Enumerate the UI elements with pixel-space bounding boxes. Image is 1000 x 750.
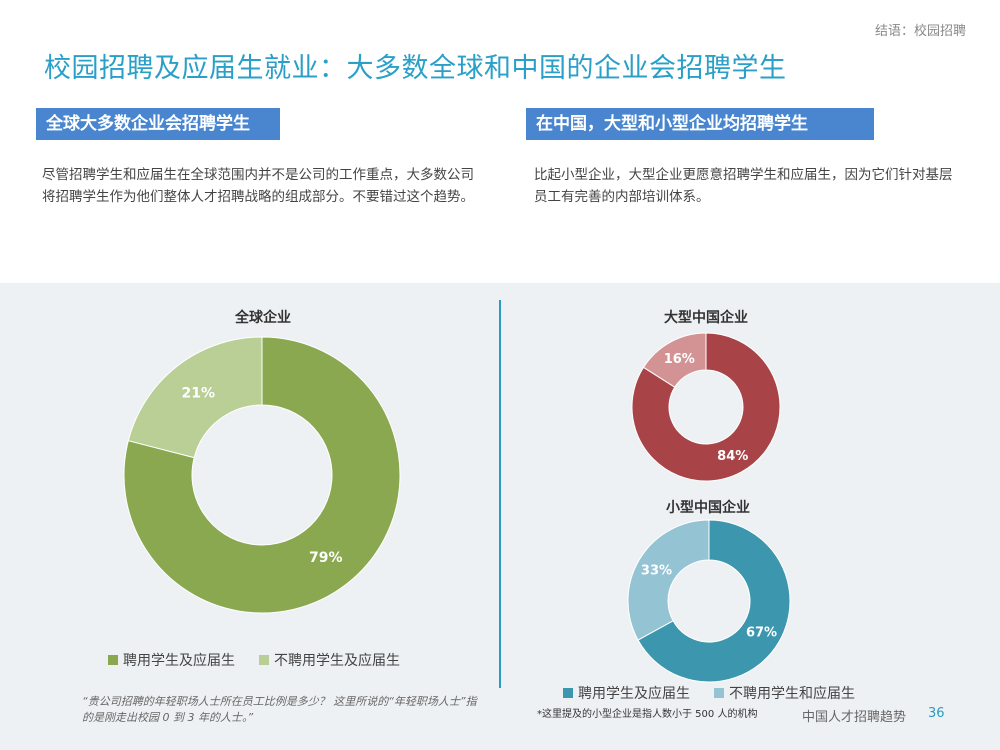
donut-slice-1-0 (631, 332, 781, 482)
legend-item-hire: 聘用学生及应届生 (563, 683, 690, 703)
donut-slice-1-1 (642, 332, 707, 388)
panel-divider (499, 300, 501, 688)
legend-swatch (563, 688, 573, 698)
donut-slice-0-1 (127, 336, 263, 459)
donut-label-0-1: 21% (181, 386, 215, 402)
left-section-header: 全球大多数企业会招聘学生 (36, 108, 280, 140)
legend-swatch (714, 688, 724, 698)
legend-label: 不聘用学生和应届生 (729, 686, 855, 702)
donut-label-1-1: 16% (664, 352, 695, 367)
legend-label: 聘用学生及应届生 (123, 653, 235, 669)
legend-label: 聘用学生及应届生 (578, 686, 690, 702)
legend-global: 聘用学生及应届生 不聘用学生及应届生 (108, 650, 400, 670)
legend-item-not-hire: 不聘用学生及应届生 (259, 650, 400, 670)
breadcrumb: 结语：校园招聘 (874, 24, 966, 39)
chart-title-large-china: 大型中国企业 (664, 310, 748, 326)
donut-label-2-1: 33% (641, 563, 672, 578)
donut-slice-0-0 (123, 336, 401, 614)
chart-title-small-china: 小型中国企业 (666, 500, 750, 516)
legend-item-not-hire: 不聘用学生和应届生 (714, 683, 855, 703)
donut-slice-2-0 (637, 519, 791, 683)
small-enterprise-footnote: *这里提及的小型企业是指人数小于 500 人的机构 (537, 709, 758, 720)
legend-swatch (259, 655, 269, 665)
legend-china: 聘用学生及应届生 不聘用学生和应届生 (563, 683, 855, 703)
legend-item-hire: 聘用学生及应届生 (108, 650, 235, 670)
donut-label-2-0: 67% (746, 626, 777, 641)
chart-title-global: 全球企业 (235, 310, 291, 326)
donut-label-1-0: 84% (717, 449, 748, 464)
survey-question-footnote: “贵公司招聘的年轻职场人士所在员工比例是多少？ 这里所说的“年轻职场人士”指的是… (82, 695, 477, 724)
left-paragraph: 尽管招聘学生和应届生在全球范围内并不是公司的工作重点，大多数公司将招聘学生作为他… (42, 167, 474, 205)
right-section-header: 在中国，大型和小型企业均招聘学生 (526, 108, 874, 140)
right-paragraph: 比起小型企业，大型企业更愿意招聘学生和应届生，因为它们针对基层员工有完善的内部培… (534, 167, 953, 205)
page-number: 36 (928, 706, 945, 721)
donut-slice-2-1 (627, 519, 710, 641)
legend-swatch (108, 655, 118, 665)
footer-brand: 中国人才招聘趋势 (802, 710, 907, 725)
legend-label: 不聘用学生及应届生 (274, 653, 400, 669)
page-title: 校园招聘及应届生就业：大多数全球和中国的企业会招聘学生 (44, 53, 787, 84)
donut-label-0-0: 79% (309, 550, 343, 566)
